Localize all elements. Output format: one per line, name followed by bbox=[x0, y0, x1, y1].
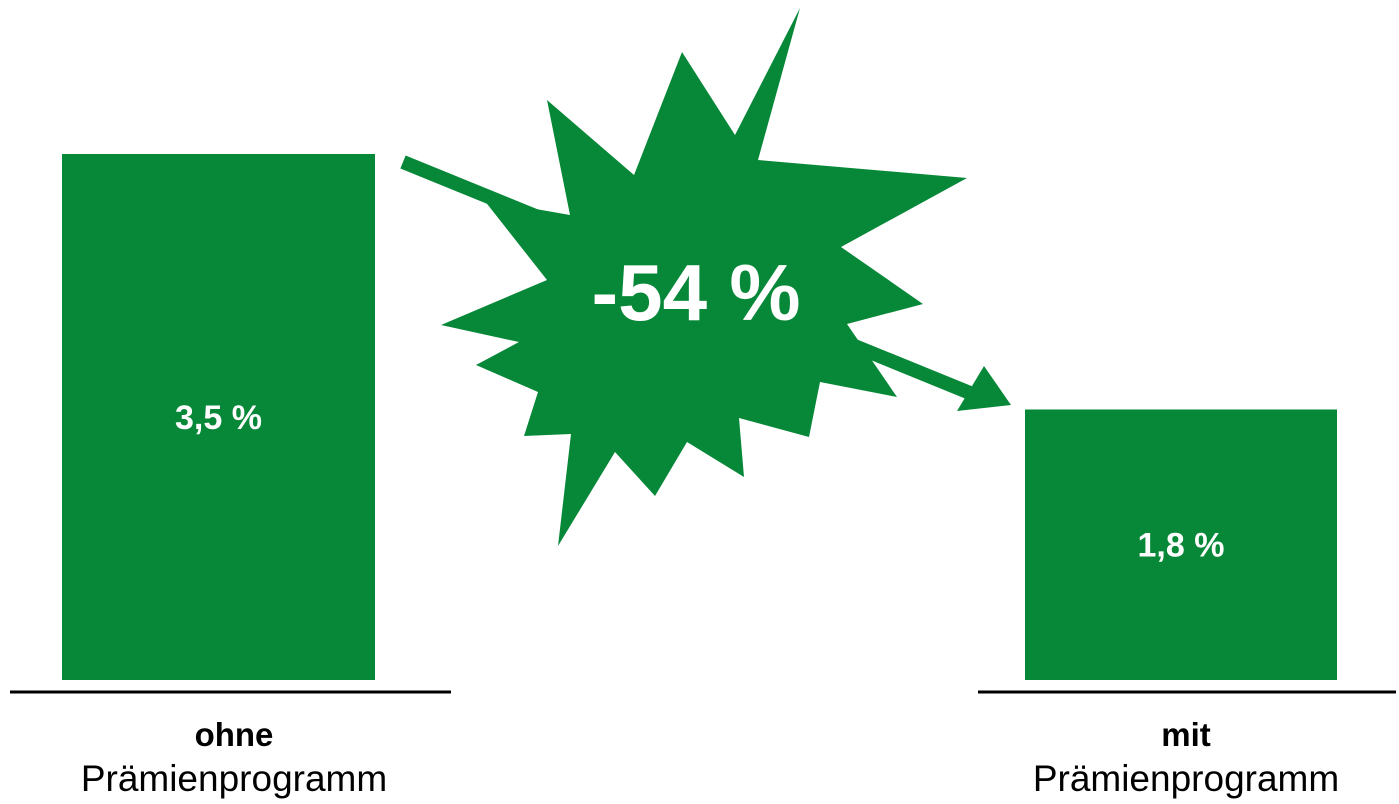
category-label-ohne: ohne bbox=[195, 716, 274, 753]
category-labels: ohne Prämienprogramm mit Prämienprogramm bbox=[81, 716, 1339, 799]
bars: 3,5 % 1,8 % bbox=[62, 154, 1337, 680]
category-label-mit: mit bbox=[1161, 716, 1211, 753]
burst-text: -54 % bbox=[592, 248, 801, 337]
bar-ohne bbox=[62, 154, 375, 680]
starburst: -54 % bbox=[441, 8, 967, 546]
bar-value-label-ohne: 3,5 % bbox=[175, 399, 262, 437]
bar-mit bbox=[1025, 409, 1337, 680]
category-sublabel-ohne: Prämienprogramm bbox=[81, 758, 387, 799]
bar-value-label-mit: 1,8 % bbox=[1138, 527, 1225, 565]
arrow-head bbox=[957, 366, 1011, 411]
starburst-shape bbox=[441, 8, 967, 546]
category-sublabel-mit: Prämienprogramm bbox=[1033, 758, 1339, 799]
